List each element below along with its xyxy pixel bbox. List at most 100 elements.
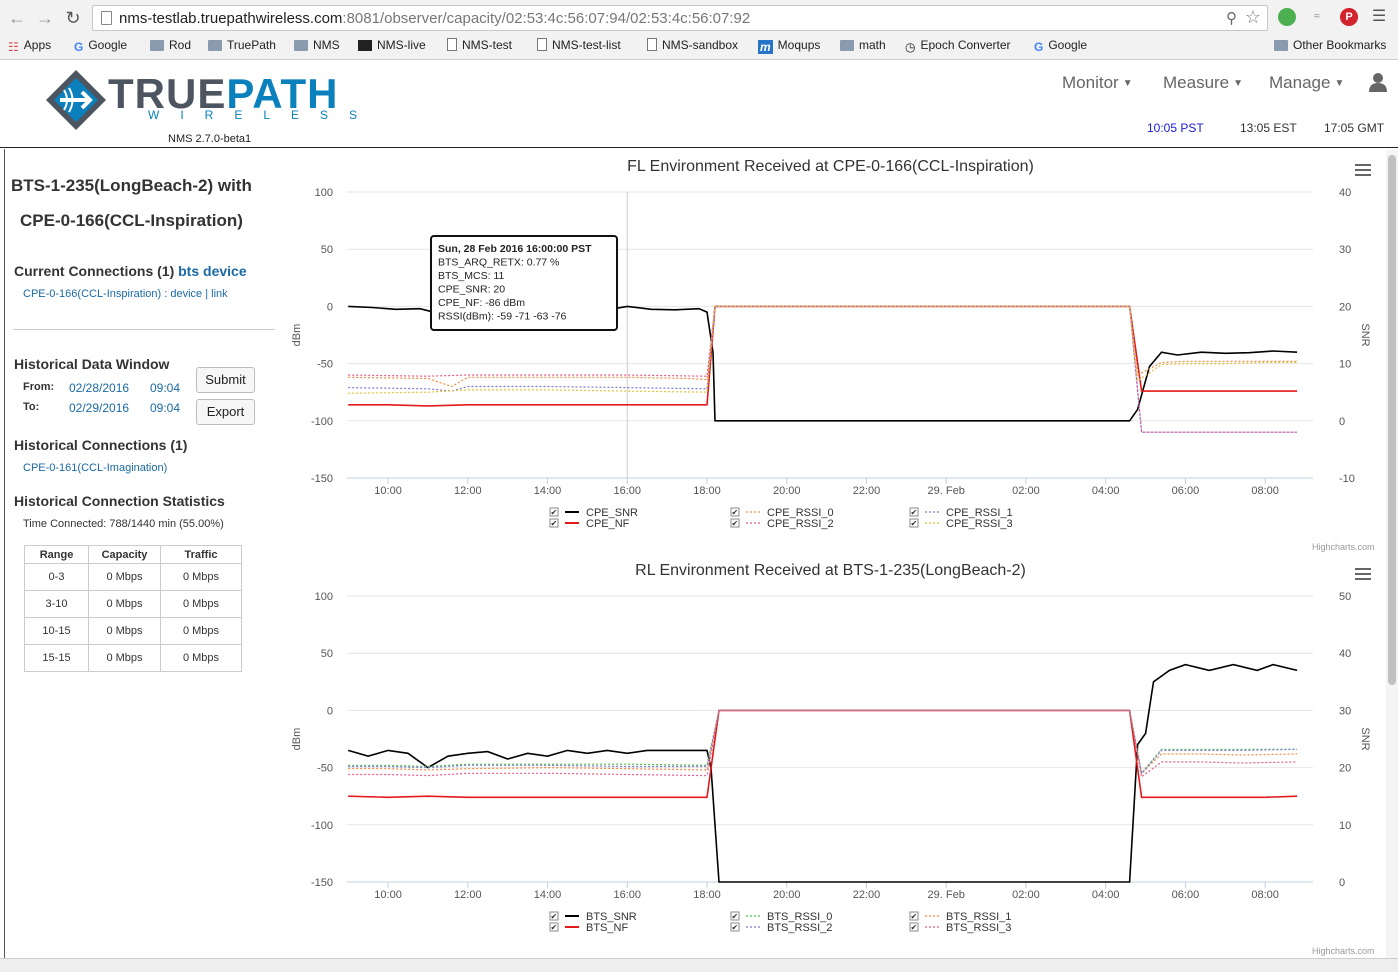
- bookmark-rod[interactable]: Rod: [150, 38, 191, 52]
- legend-item-cpe-snr[interactable]: ✔ CPE_SNR: [549, 507, 638, 519]
- to-date-input[interactable]: 02/29/2016: [69, 401, 130, 415]
- legend-checkbox[interactable]: [549, 518, 559, 528]
- chart-tooltip: Sun, 28 Feb 2016 16:00:00 PST BTS_ARQ_RET…: [430, 235, 618, 331]
- user-icon[interactable]: [1368, 72, 1388, 92]
- bookmark-apps[interactable]: ☷ Apps: [8, 38, 51, 54]
- to-time-input[interactable]: 09:04: [150, 401, 181, 415]
- series-line-bts-rssi-1[interactable]: [348, 709, 1298, 775]
- page-scrollbar[interactable]: [1386, 150, 1398, 970]
- cell-range: 10-15: [24, 617, 89, 645]
- y2-tick-label: -10: [1339, 473, 1355, 485]
- series-line-cpe-rssi-3[interactable]: [348, 305, 1298, 394]
- nav-manage[interactable]: Manage ▼: [1269, 73, 1345, 92]
- tooltip-title: Sun, 28 Feb 2016 16:00:00 PST: [438, 243, 592, 255]
- y-tick-label: 50: [321, 244, 333, 256]
- bookmark-nms-sandbox[interactable]: NMS-sandbox: [647, 38, 738, 52]
- zoom-icon[interactable]: ⚲: [1226, 10, 1237, 27]
- nav-measure[interactable]: Measure ▼: [1163, 73, 1244, 92]
- legend-label: CPE_NF: [586, 518, 630, 530]
- legend-item-bts-snr[interactable]: ✔ BTS_SNR: [549, 911, 637, 923]
- legend-checkbox[interactable]: [549, 507, 559, 517]
- legend-item-bts-rssi-3[interactable]: ✔ BTS_RSSI_3: [909, 922, 1011, 934]
- series-line-cpe-nf[interactable]: [348, 305, 1298, 407]
- bookmark-google[interactable]: G Google: [74, 38, 127, 54]
- series-line-bts-rssi-0[interactable]: [348, 709, 1298, 775]
- bookmark-nms-live[interactable]: NMS-live: [358, 38, 426, 52]
- from-time-input[interactable]: 09:04: [150, 381, 181, 395]
- legend-item-bts-rssi-1[interactable]: ✔ BTS_RSSI_1: [909, 911, 1011, 923]
- legend-checkbox[interactable]: [549, 911, 559, 921]
- bookmark-math[interactable]: math: [840, 38, 886, 52]
- bookmark-nms[interactable]: NMS: [294, 38, 340, 52]
- device-link[interactable]: device: [170, 288, 203, 300]
- legend-checkbox[interactable]: [730, 922, 740, 932]
- legend-item-cpe-rssi-2[interactable]: ✔ CPE_RSSI_2: [730, 518, 834, 530]
- legend-item-bts-rssi-0[interactable]: ✔ BTS_RSSI_0: [730, 911, 832, 923]
- legend-checkbox[interactable]: [909, 911, 919, 921]
- legend-item-cpe-rssi-3[interactable]: ✔ CPE_RSSI_3: [909, 518, 1013, 530]
- x-tick-label: 14:00: [534, 485, 562, 497]
- bookmarks-bar: ☷ Apps G Google Rod TruePath NMS NMS-live NMS-te…: [0, 36, 1398, 56]
- extension-leaf-icon[interactable]: [1278, 8, 1296, 26]
- truepath-logo-icon[interactable]: [44, 68, 108, 132]
- legend-checkbox[interactable]: [730, 507, 740, 517]
- historical-connection-item[interactable]: CPE-0-161(CCL-Imagination): [23, 462, 168, 474]
- table-row: 15-15 0 Mbps 0 Mbps: [24, 644, 242, 672]
- legend-item-cpe-rssi-0[interactable]: ✔ CPE_RSSI_0: [730, 507, 834, 519]
- legend-checkbox[interactable]: [730, 911, 740, 921]
- nav-monitor[interactable]: Monitor ▼: [1062, 73, 1133, 92]
- from-date-input[interactable]: 02/28/2016: [69, 381, 130, 395]
- legend-checkbox[interactable]: [909, 507, 919, 517]
- chart-menu-icon[interactable]: [1355, 568, 1371, 580]
- legend-label: BTS_RSSI_3: [946, 922, 1011, 934]
- series-line-bts-rssi-3[interactable]: [348, 709, 1298, 778]
- series-line-bts-rssi-2[interactable]: [348, 709, 1298, 775]
- legend-checkbox[interactable]: [909, 518, 919, 528]
- pinterest-icon[interactable]: P: [1340, 8, 1358, 26]
- bookmark-nms-test[interactable]: NMS-test: [447, 38, 512, 52]
- page-title-line1: BTS-1-235(LongBeach-2) with: [11, 176, 252, 195]
- forward-icon[interactable]: →: [36, 8, 54, 28]
- historical-window-heading: Historical Data Window: [14, 356, 170, 372]
- bookmark-moqups[interactable]: m Moqups: [758, 38, 820, 54]
- legend-checkbox[interactable]: [549, 922, 559, 932]
- legend-checkbox[interactable]: [730, 518, 740, 528]
- series-line-bts-snr[interactable]: [347, 663, 1298, 883]
- chart-title: FL Environment Received at CPE-0-166(CCL…: [627, 158, 1034, 175]
- bookmark-google[interactable]: G Google: [1034, 38, 1087, 54]
- highcharts-credit[interactable]: Highcharts.com: [1312, 542, 1375, 552]
- highcharts-credit[interactable]: Highcharts.com: [1312, 946, 1375, 956]
- y-tick-label: 100: [315, 591, 333, 603]
- x-tick-label: 16:00: [614, 889, 642, 901]
- back-icon[interactable]: ←: [8, 8, 26, 28]
- bookmark-truepath[interactable]: TruePath: [208, 38, 276, 52]
- legend-item-cpe-nf[interactable]: ✔ CPE_NF: [549, 518, 630, 530]
- extension-waves-icon[interactable]: ≈: [1314, 11, 1320, 22]
- bookmark-epoch-converter[interactable]: ◷ Epoch Converter: [905, 38, 1011, 54]
- cpe-link[interactable]: CPE-0-166(CCL-Inspiration): [23, 288, 162, 300]
- legend-item-bts-rssi-2[interactable]: ✔ BTS_RSSI_2: [730, 922, 832, 934]
- link-link[interactable]: link: [211, 288, 228, 300]
- chart-menu-icon[interactable]: [1355, 164, 1371, 176]
- submit-button[interactable]: Submit: [196, 367, 255, 393]
- legend-label: BTS_NF: [586, 922, 628, 934]
- url-text[interactable]: nms-testlab.truepathwireless.com:8081/ob…: [119, 10, 750, 27]
- browser-menu-icon[interactable]: ☰: [1371, 8, 1387, 25]
- legend-item-bts-nf[interactable]: ✔ BTS_NF: [549, 922, 628, 934]
- x-tick-label: 10:00: [374, 485, 402, 497]
- scrollbar-thumb[interactable]: [1388, 155, 1396, 685]
- checkmark-icon: ✔: [911, 912, 918, 921]
- bookmark-star-icon[interactable]: ☆: [1244, 7, 1261, 27]
- reload-icon[interactable]: ↻: [65, 8, 81, 28]
- series-line-bts-nf[interactable]: [348, 709, 1298, 799]
- table-row: 10-15 0 Mbps 0 Mbps: [24, 617, 242, 645]
- bookmark-label: Epoch Converter: [920, 38, 1011, 52]
- bookmark-nms-test-list[interactable]: NMS-test-list: [537, 38, 621, 52]
- bts-device-link[interactable]: bts device: [178, 263, 247, 279]
- export-button[interactable]: Export: [196, 399, 255, 425]
- address-bar[interactable]: nms-testlab.truepathwireless.com:8081/ob…: [92, 5, 1268, 31]
- other-bookmarks[interactable]: Other Bookmarks: [1274, 38, 1386, 52]
- legend-item-cpe-rssi-1[interactable]: ✔ CPE_RSSI_1: [909, 507, 1013, 519]
- legend-checkbox[interactable]: [909, 922, 919, 932]
